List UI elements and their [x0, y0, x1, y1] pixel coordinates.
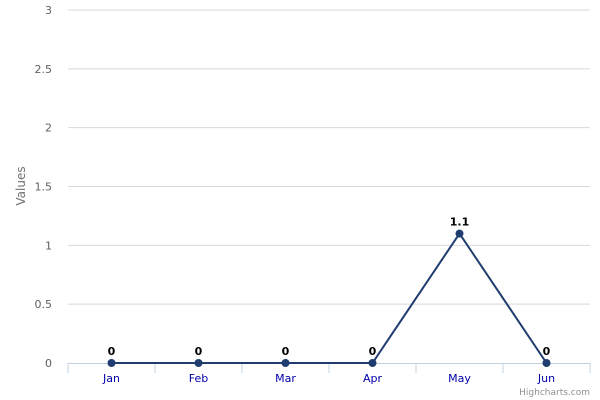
data-point[interactable] — [368, 359, 377, 367]
series — [107, 229, 551, 367]
data-label: 0 — [543, 345, 551, 358]
x-tick-label: May — [448, 372, 471, 385]
data-point[interactable] — [542, 359, 551, 367]
y-tick-label: 3 — [45, 4, 52, 17]
gridlines — [68, 9, 590, 305]
data-label: 0 — [195, 345, 203, 358]
series-line — [111, 231, 548, 364]
x-tick-label: Jan — [102, 372, 120, 385]
y-tick-label: 0.5 — [35, 298, 53, 311]
data-label: 0 — [108, 345, 116, 358]
credits-link[interactable]: Highcharts.com — [519, 388, 590, 398]
x-tick-label: Apr — [363, 372, 383, 385]
y-tick-label: 1 — [45, 239, 52, 252]
data-label: 1.1 — [450, 216, 470, 229]
y-axis-title: Values — [14, 166, 28, 205]
data-label: 0 — [282, 345, 290, 358]
y-tick-label: 2.5 — [35, 63, 53, 76]
y-tick-label: 2 — [45, 122, 52, 135]
data-point[interactable] — [455, 229, 464, 238]
data-point[interactable] — [281, 359, 290, 367]
data-label: 0 — [369, 345, 377, 358]
x-axis: Jan Feb Mar Apr May Jun — [67, 363, 591, 385]
data-labels: 0 0 0 0 1.1 0 — [108, 216, 551, 358]
y-axis: 0 0.5 1 1.5 2 2.5 3 — [35, 4, 53, 370]
y-tick-label: 1.5 — [35, 181, 53, 194]
x-tick-label: Mar — [275, 372, 296, 385]
y-tick-label: 0 — [45, 357, 52, 370]
data-point[interactable] — [107, 359, 116, 367]
x-tick-label: Jun — [537, 372, 555, 385]
x-tick-label: Feb — [189, 372, 208, 385]
data-point[interactable] — [194, 359, 203, 367]
